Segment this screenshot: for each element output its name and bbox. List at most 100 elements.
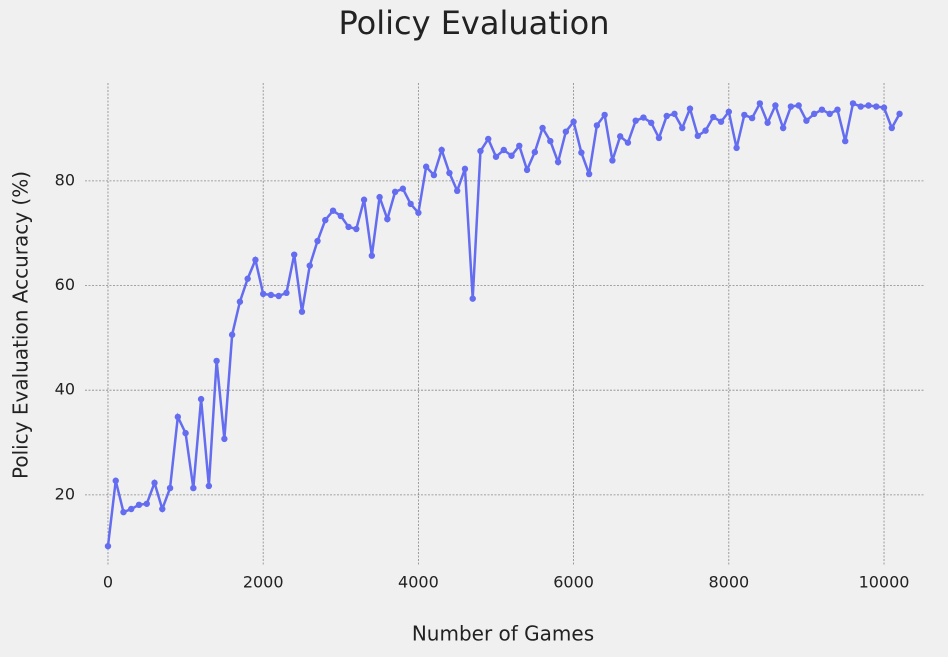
data-point — [702, 127, 709, 134]
data-line — [106, 100, 901, 547]
data-point — [888, 124, 895, 132]
data-point — [345, 223, 352, 231]
data-point — [337, 212, 344, 220]
data-point — [104, 542, 112, 550]
data-point — [896, 110, 903, 118]
data-point — [764, 119, 771, 126]
data-point — [128, 505, 135, 513]
data-point — [873, 103, 880, 110]
data-point — [306, 262, 313, 269]
data-point — [430, 171, 438, 179]
data-point — [578, 149, 585, 156]
data-point — [842, 137, 849, 145]
data-point — [446, 169, 453, 177]
data-point — [329, 207, 337, 214]
data-point — [461, 165, 469, 173]
data-point — [422, 163, 430, 170]
data-point — [756, 100, 764, 107]
data-point — [547, 137, 554, 145]
data-point — [508, 152, 515, 159]
data-point — [298, 308, 306, 315]
data-point — [554, 158, 562, 166]
data-point — [166, 484, 174, 492]
x-tick-label: 4000 — [398, 573, 439, 592]
y-tick-label: 40 — [55, 380, 75, 399]
data-point — [803, 117, 810, 124]
data-point — [182, 429, 189, 437]
data-point — [725, 108, 733, 115]
data-point — [112, 477, 119, 484]
data-point — [213, 357, 220, 365]
x-tick-label: 2000 — [243, 573, 284, 592]
data-point — [834, 106, 841, 113]
data-point — [314, 237, 321, 245]
data-point — [485, 135, 492, 143]
data-point — [741, 111, 748, 119]
data-point — [143, 500, 150, 507]
data-point — [259, 290, 267, 298]
x-axis-label: Number of Games — [412, 622, 594, 646]
data-point — [609, 157, 616, 164]
data-point — [717, 118, 725, 125]
data-point — [562, 128, 570, 135]
y-axis-label: Policy Evaluation Accuracy (%) — [9, 171, 33, 479]
data-point — [710, 113, 717, 121]
data-point — [492, 153, 500, 160]
data-point — [593, 122, 601, 129]
data-point — [772, 102, 779, 109]
data-point — [353, 225, 360, 233]
data-point — [376, 193, 383, 201]
data-point — [865, 102, 872, 109]
data-point — [810, 110, 818, 118]
y-tick-label: 20 — [55, 484, 75, 503]
data-point — [438, 146, 445, 154]
data-point — [197, 395, 205, 403]
chart-title: Policy Evaluation — [338, 4, 609, 42]
x-tick-label: 6000 — [553, 573, 594, 592]
data-point — [391, 188, 399, 196]
data-point — [283, 289, 290, 297]
data-point — [252, 256, 259, 264]
data-point — [205, 482, 213, 490]
data-point — [415, 209, 422, 216]
data-point — [322, 216, 329, 224]
data-point — [399, 185, 407, 192]
data-point — [477, 147, 484, 155]
data-point — [787, 103, 795, 110]
data-point — [585, 170, 593, 178]
data-point — [686, 105, 694, 112]
data-point — [601, 111, 608, 119]
data-point — [221, 435, 228, 443]
data-point — [407, 200, 414, 208]
data-point — [779, 124, 787, 132]
data-point — [159, 505, 166, 513]
data-point — [733, 144, 740, 152]
data-point — [228, 331, 236, 338]
data-point — [151, 479, 158, 487]
data-point — [453, 187, 461, 195]
x-tick-label: 10000 — [859, 573, 910, 592]
data-point — [275, 292, 282, 300]
y-tick-label: 80 — [55, 170, 75, 189]
data-point — [368, 252, 376, 259]
data-point — [818, 106, 826, 113]
data-point — [694, 132, 701, 140]
data-point — [849, 100, 857, 107]
data-point — [135, 501, 143, 509]
data-point — [500, 146, 507, 154]
y-tick-label: 60 — [55, 275, 75, 294]
data-point — [624, 139, 632, 146]
data-point — [236, 298, 244, 305]
data-point — [795, 102, 802, 109]
data-point — [640, 114, 647, 121]
data-point — [539, 124, 546, 132]
data-point — [663, 112, 670, 120]
x-tick-label: 0 — [103, 573, 113, 592]
data-point — [244, 275, 251, 282]
x-tick-label: 8000 — [708, 573, 749, 592]
data-point — [469, 295, 476, 302]
data-point — [679, 124, 686, 132]
data-point — [748, 114, 756, 122]
data-point — [267, 291, 275, 299]
